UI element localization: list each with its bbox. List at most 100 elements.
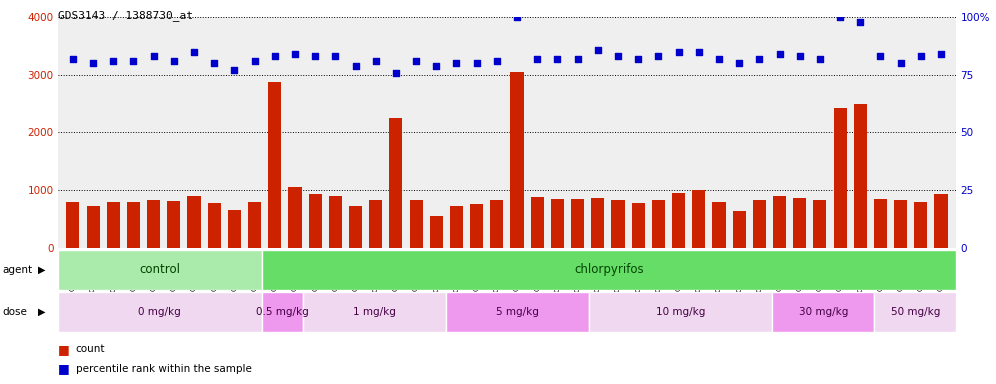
Bar [303, 292, 446, 332]
Bar [329, 197, 342, 248]
Text: percentile rank within the sample: percentile rank within the sample [76, 364, 252, 374]
Bar [651, 200, 665, 248]
Point [529, 56, 545, 62]
Bar [531, 197, 544, 248]
Point [751, 56, 767, 62]
Bar [470, 204, 483, 248]
Point [853, 19, 869, 25]
Bar [208, 204, 221, 248]
Bar [58, 292, 262, 332]
Text: dose: dose [2, 307, 27, 317]
Bar [126, 202, 140, 248]
Bar [389, 118, 402, 248]
Bar [58, 250, 262, 290]
Bar [268, 83, 281, 248]
Point [550, 56, 566, 62]
Point [469, 60, 485, 66]
Bar [262, 292, 303, 332]
Bar [874, 292, 956, 332]
Text: control: control [139, 263, 180, 276]
Point [186, 49, 202, 55]
Point [145, 53, 161, 60]
Bar [349, 206, 363, 248]
Bar [450, 206, 463, 248]
Point [348, 63, 364, 69]
Point [166, 58, 182, 64]
Bar [187, 196, 200, 248]
Bar [167, 201, 180, 248]
Point [913, 53, 929, 60]
Point [670, 49, 686, 55]
Point [489, 58, 505, 64]
Text: 10 mg/kg: 10 mg/kg [655, 307, 705, 317]
Text: ▶: ▶ [38, 265, 46, 275]
Point [509, 14, 525, 20]
Point [610, 53, 625, 60]
Bar [446, 292, 589, 332]
Bar [147, 200, 160, 248]
Bar [551, 199, 564, 248]
Bar [228, 210, 241, 248]
Point [933, 51, 949, 57]
Point [106, 58, 122, 64]
Bar [429, 216, 443, 248]
Bar [289, 187, 302, 248]
Point [226, 67, 242, 73]
Point [892, 60, 908, 66]
Point [832, 14, 848, 20]
Bar [309, 194, 322, 248]
Bar [773, 196, 786, 248]
Bar [753, 200, 766, 248]
Point [267, 53, 283, 60]
Bar [107, 202, 120, 248]
Bar [914, 202, 927, 248]
Point [85, 60, 101, 66]
Text: ■: ■ [58, 343, 70, 356]
Bar [854, 104, 867, 248]
Bar [631, 204, 644, 248]
Bar [733, 211, 746, 248]
Bar [773, 292, 874, 332]
Point [448, 60, 464, 66]
Bar [87, 206, 100, 248]
Point [812, 56, 828, 62]
Point [590, 46, 606, 53]
Bar [262, 250, 956, 290]
Text: 30 mg/kg: 30 mg/kg [799, 307, 849, 317]
Bar [490, 200, 503, 248]
Point [368, 58, 383, 64]
Point [247, 58, 263, 64]
Point [570, 56, 586, 62]
Bar [370, 200, 382, 248]
Bar [934, 194, 947, 248]
Bar [814, 200, 827, 248]
Point [428, 63, 444, 69]
Bar [894, 200, 907, 248]
Bar [692, 190, 705, 248]
Bar [589, 292, 773, 332]
Text: 0.5 mg/kg: 0.5 mg/kg [256, 307, 309, 317]
Text: chlorpyrifos: chlorpyrifos [575, 263, 643, 276]
Point [650, 53, 666, 60]
Text: agent: agent [2, 265, 32, 275]
Text: 0 mg/kg: 0 mg/kg [138, 307, 181, 317]
Point [792, 53, 808, 60]
Point [388, 70, 404, 76]
Text: 5 mg/kg: 5 mg/kg [496, 307, 539, 317]
Point [772, 51, 788, 57]
Point [872, 53, 888, 60]
Text: ▶: ▶ [38, 307, 46, 317]
Point [307, 53, 323, 60]
Bar [592, 198, 605, 248]
Bar [248, 202, 261, 248]
Bar [612, 200, 624, 248]
Point [731, 60, 747, 66]
Point [691, 49, 707, 55]
Point [408, 58, 424, 64]
Point [711, 56, 727, 62]
Text: GDS3143 / 1388730_at: GDS3143 / 1388730_at [58, 10, 193, 20]
Text: 50 mg/kg: 50 mg/kg [890, 307, 940, 317]
Bar [834, 108, 847, 248]
Bar [511, 72, 524, 248]
Bar [672, 193, 685, 248]
